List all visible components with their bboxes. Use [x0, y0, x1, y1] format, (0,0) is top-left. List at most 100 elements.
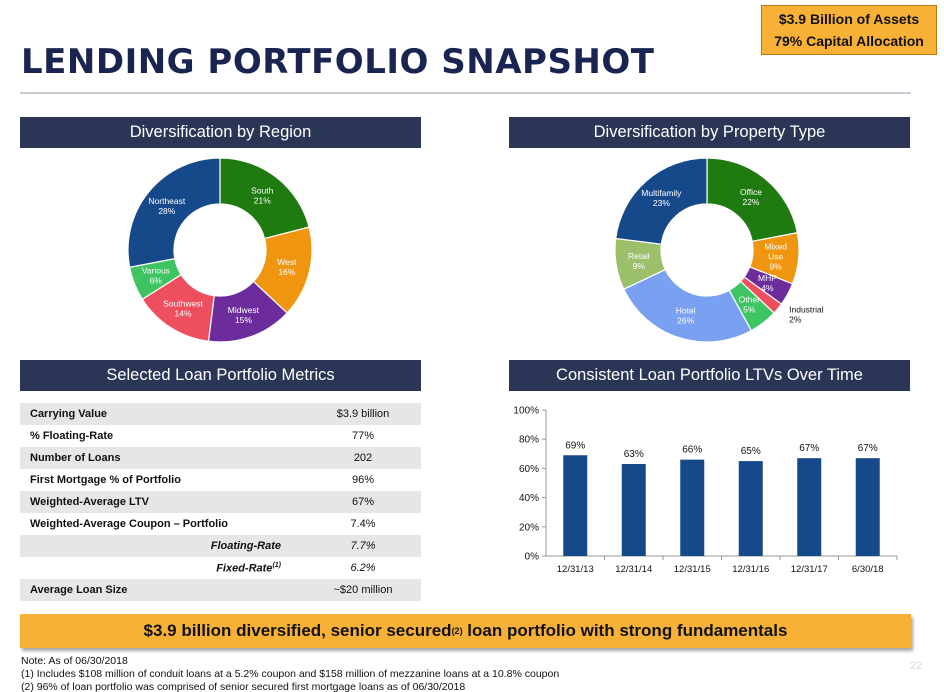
y-tick-label: 100% [513, 406, 539, 417]
metric-label-text: Average Loan Size [30, 584, 128, 596]
metrics-row: Number of Loans 202 [20, 447, 421, 469]
y-tick-label: 80% [519, 435, 539, 446]
metrics-row: First Mortgage % of Portfolio 96% [20, 469, 421, 491]
metric-label-text: Floating-Rate [210, 540, 281, 552]
ltv-bar [797, 458, 822, 556]
metric-label: First Mortgage % of Portfolio [20, 474, 305, 486]
metrics-table: Carrying Value $3.9 billion % Floating-Rat… [20, 403, 421, 601]
pie-slice-south [219, 157, 310, 240]
x-tick-label: 12/31/13 [557, 564, 594, 575]
y-tick-label: 20% [519, 522, 539, 533]
metric-value: 7.7% [350, 540, 376, 552]
pie-label-southwest: Southwest 14% [163, 298, 203, 318]
y-tick-label: 0% [525, 552, 540, 563]
banner-text-start: $3.9 billion diversified, senior secured [143, 621, 452, 640]
metric-label: Weighted-Average Coupon – Portfolio [20, 518, 305, 530]
metric-value: 77% [351, 430, 375, 442]
metric-value: 67% [351, 496, 375, 508]
metric-label: Fixed-Rate(1) [20, 562, 305, 575]
metrics-row: Weighted-Average Coupon – Portfolio 7.4% [20, 513, 421, 535]
ltv-bar [621, 464, 646, 556]
pie-label-south: South 21% [251, 185, 273, 205]
pie-label-mixed-use: Mixed Use 9% [764, 241, 787, 271]
metric-label: Average Loan Size [20, 584, 305, 596]
ltv-bar [563, 455, 588, 556]
metric-value: $3.9 billion [336, 408, 390, 420]
ltv-section-header: Consistent Loan Portfolio LTVs Over Time [509, 360, 910, 391]
footnote-2: (2) 96% of loan portfolio was comprised … [21, 681, 466, 692]
pie-label-multifamily: Multifamily 23% [641, 188, 682, 208]
property-donut-chart: Office 22% Mixed Use 9% MHP 4% Industrial 2% Othe… [614, 157, 824, 343]
pie-label-retail: Retail 9% [628, 251, 650, 271]
metric-label: Weighted-Average LTV [20, 496, 305, 508]
metric-label: % Floating-Rate [20, 430, 305, 442]
metric-label-text: % Floating-Rate [30, 430, 114, 442]
banner-text-end: loan portfolio with strong fundamentals [462, 621, 788, 640]
pie-label-west: West 16% [277, 257, 297, 277]
region-section-header: Diversification by Region [20, 117, 421, 148]
metric-value: 7.4% [350, 518, 376, 530]
ltv-bar-chart: 0% 20% 40% 60% 80% 100% 69% 12/31/13 63% 12/31/14… [513, 406, 898, 575]
metrics-row: Average Loan Size ~$20 million [20, 579, 421, 601]
pie-label-hotel: Hotel 26% [676, 306, 696, 326]
y-tick-label: 40% [519, 493, 539, 504]
title-divider [20, 92, 911, 94]
bar-data-label: 67% [799, 443, 819, 454]
x-tick-label: 12/31/16 [732, 564, 769, 575]
metric-label: Number of Loans [20, 452, 305, 464]
pie-slice-multifamily [615, 157, 708, 245]
metric-value: 202 [353, 452, 373, 464]
metric-label-text: First Mortgage % of Portfolio [30, 474, 181, 486]
metrics-row: % Floating-Rate 77% [20, 425, 421, 447]
pie-label-mhp: MHP 4% [758, 273, 777, 293]
x-tick-label: 12/31/15 [674, 564, 711, 575]
page-title: LENDING PORTFOLIO SNAPSHOT [21, 42, 655, 82]
footnote-1: (1) Includes $108 million of conduit loa… [21, 668, 560, 680]
pie-label-industrial: Industrial 2% [789, 304, 824, 324]
property-section-header: Diversification by Property Type [509, 117, 910, 148]
ltv-bar [680, 459, 705, 556]
metric-label-text: Carrying Value [30, 408, 108, 420]
metric-label-text: Weighted-Average Coupon – Portfolio [30, 518, 229, 530]
x-tick-label: 12/31/17 [791, 564, 828, 575]
pie-slice-hotel [622, 268, 753, 343]
metric-value: 6.2% [350, 562, 376, 574]
bar-data-label: 67% [858, 443, 878, 454]
metric-value: ~$20 million [333, 584, 393, 596]
footnote-as-of: Note: As of 06/30/2018 [21, 655, 128, 667]
metric-value: 96% [351, 474, 375, 486]
metric-label-text: Fixed-Rate [216, 562, 273, 575]
summary-banner: $3.9 billion diversified, senior secured… [20, 614, 911, 648]
ltv-bar [738, 461, 763, 556]
pie-label-northeast: Northeast 28% [148, 196, 185, 216]
assets-badge: $3.9 Billion of Assets 79% Capital Alloc… [761, 5, 937, 55]
badge-line-capital: 79% Capital Allocation [774, 33, 924, 49]
metric-footnote-mark: (1) [272, 561, 281, 569]
pie-slice-northeast [127, 157, 221, 268]
badge-line-assets: $3.9 Billion of Assets [778, 11, 920, 27]
page-number: 22 [910, 660, 923, 672]
metrics-row: Floating-Rate 7.7% [20, 535, 421, 557]
bar-data-label: 65% [741, 446, 761, 457]
metrics-row: Fixed-Rate(1) 6.2% [20, 557, 421, 579]
bar-data-label: 69% [565, 440, 585, 451]
metric-label-text: Number of Loans [30, 452, 121, 464]
ltv-bar [855, 458, 880, 556]
y-tick-label: 60% [519, 464, 539, 475]
pie-label-other: Other 5% [739, 295, 760, 315]
metric-label: Carrying Value [20, 408, 305, 420]
bar-data-label: 66% [682, 445, 702, 456]
banner-footnote-mark: (2) [451, 626, 463, 636]
metric-label: Floating-Rate [20, 540, 305, 552]
region-donut-chart: South 21% West 16% Midwest 15% Southwest 14% Var… [127, 157, 313, 343]
x-tick-label: 6/30/18 [852, 564, 884, 575]
pie-label-midwest: Midwest 15% [228, 305, 260, 325]
metrics-row: Weighted-Average LTV 67% [20, 491, 421, 513]
pie-label-various: Various 6% [142, 265, 170, 285]
metrics-row: Carrying Value $3.9 billion [20, 403, 421, 425]
metrics-section-header: Selected Loan Portfolio Metrics [20, 360, 421, 391]
metric-label-text: Weighted-Average LTV [30, 496, 149, 508]
bar-data-label: 63% [624, 449, 644, 460]
x-tick-label: 12/31/14 [615, 564, 652, 575]
footnotes: Note: As of 06/30/2018 (1) Includes $108… [21, 655, 559, 692]
